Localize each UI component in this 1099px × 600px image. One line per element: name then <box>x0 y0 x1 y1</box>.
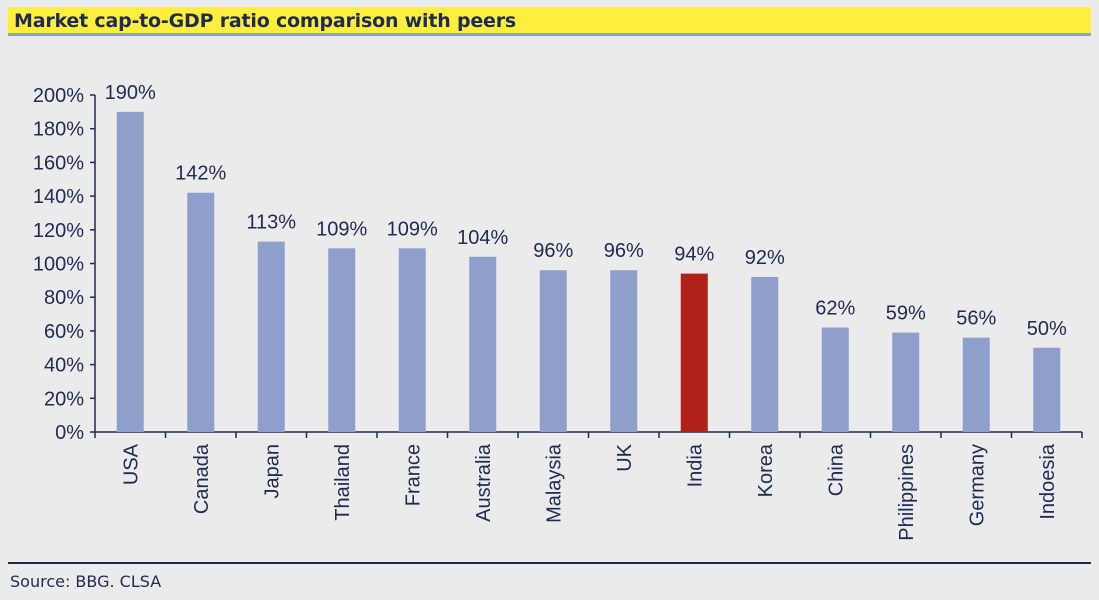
category-label: Malaysia <box>543 443 565 523</box>
y-tick-label: 120% <box>33 220 84 242</box>
source-note: Source: BBG. CLSA <box>10 572 162 591</box>
y-tick-label: 140% <box>33 186 84 208</box>
y-tick-label: 200% <box>33 85 84 107</box>
data-label: 92% <box>745 247 785 269</box>
y-tick-label: 80% <box>44 287 84 309</box>
bar <box>328 248 356 432</box>
title-band: Market cap-to-GDP ratio comparison with … <box>8 7 1091 36</box>
bar <box>469 256 497 432</box>
bar <box>539 270 567 432</box>
data-label: 96% <box>533 240 573 262</box>
bar <box>1033 347 1061 432</box>
data-label: 96% <box>604 240 644 262</box>
category-label: Canada <box>191 443 213 514</box>
category-label: Japan <box>261 444 283 499</box>
bar <box>610 270 638 432</box>
bar <box>751 276 779 432</box>
chart-title: Market cap-to-GDP ratio comparison with … <box>14 10 517 32</box>
category-label: Germany <box>966 444 988 526</box>
bar <box>187 192 215 432</box>
bottom-rule <box>8 562 1091 564</box>
bar <box>398 248 426 432</box>
data-label: 104% <box>457 227 508 249</box>
bar <box>116 111 144 432</box>
y-tick-label: 40% <box>44 355 84 377</box>
category-label: India <box>684 443 706 487</box>
data-label: 109% <box>316 218 367 240</box>
data-label: 50% <box>1027 318 1067 340</box>
category-label: Australia <box>473 443 495 522</box>
category-label: Thailand <box>332 444 354 521</box>
y-tick-label: 100% <box>33 254 84 276</box>
bar <box>257 241 285 432</box>
bar-highlight <box>680 273 708 432</box>
bar <box>821 327 849 432</box>
y-tick-label: 60% <box>44 321 84 343</box>
data-label: 142% <box>175 163 226 185</box>
data-label: 94% <box>674 244 714 266</box>
bar <box>962 337 990 432</box>
category-label: USA <box>120 443 142 485</box>
data-label: 59% <box>886 303 926 325</box>
data-label: 56% <box>956 308 996 330</box>
y-tick-label: 0% <box>55 422 84 444</box>
category-label: Korea <box>755 443 777 497</box>
category-label: China <box>825 443 847 496</box>
category-label: Indoesia <box>1037 443 1059 519</box>
data-label: 113% <box>246 212 296 234</box>
y-tick-label: 160% <box>33 152 84 174</box>
category-label: UK <box>614 443 636 471</box>
y-tick-label: 20% <box>44 388 84 410</box>
data-label: 109% <box>387 218 438 240</box>
data-label: 190% <box>105 82 156 104</box>
category-label: Philippines <box>896 444 918 541</box>
category-label: France <box>402 444 424 506</box>
y-tick-label: 180% <box>33 119 84 141</box>
data-label: 62% <box>815 298 855 320</box>
bar <box>892 332 920 432</box>
